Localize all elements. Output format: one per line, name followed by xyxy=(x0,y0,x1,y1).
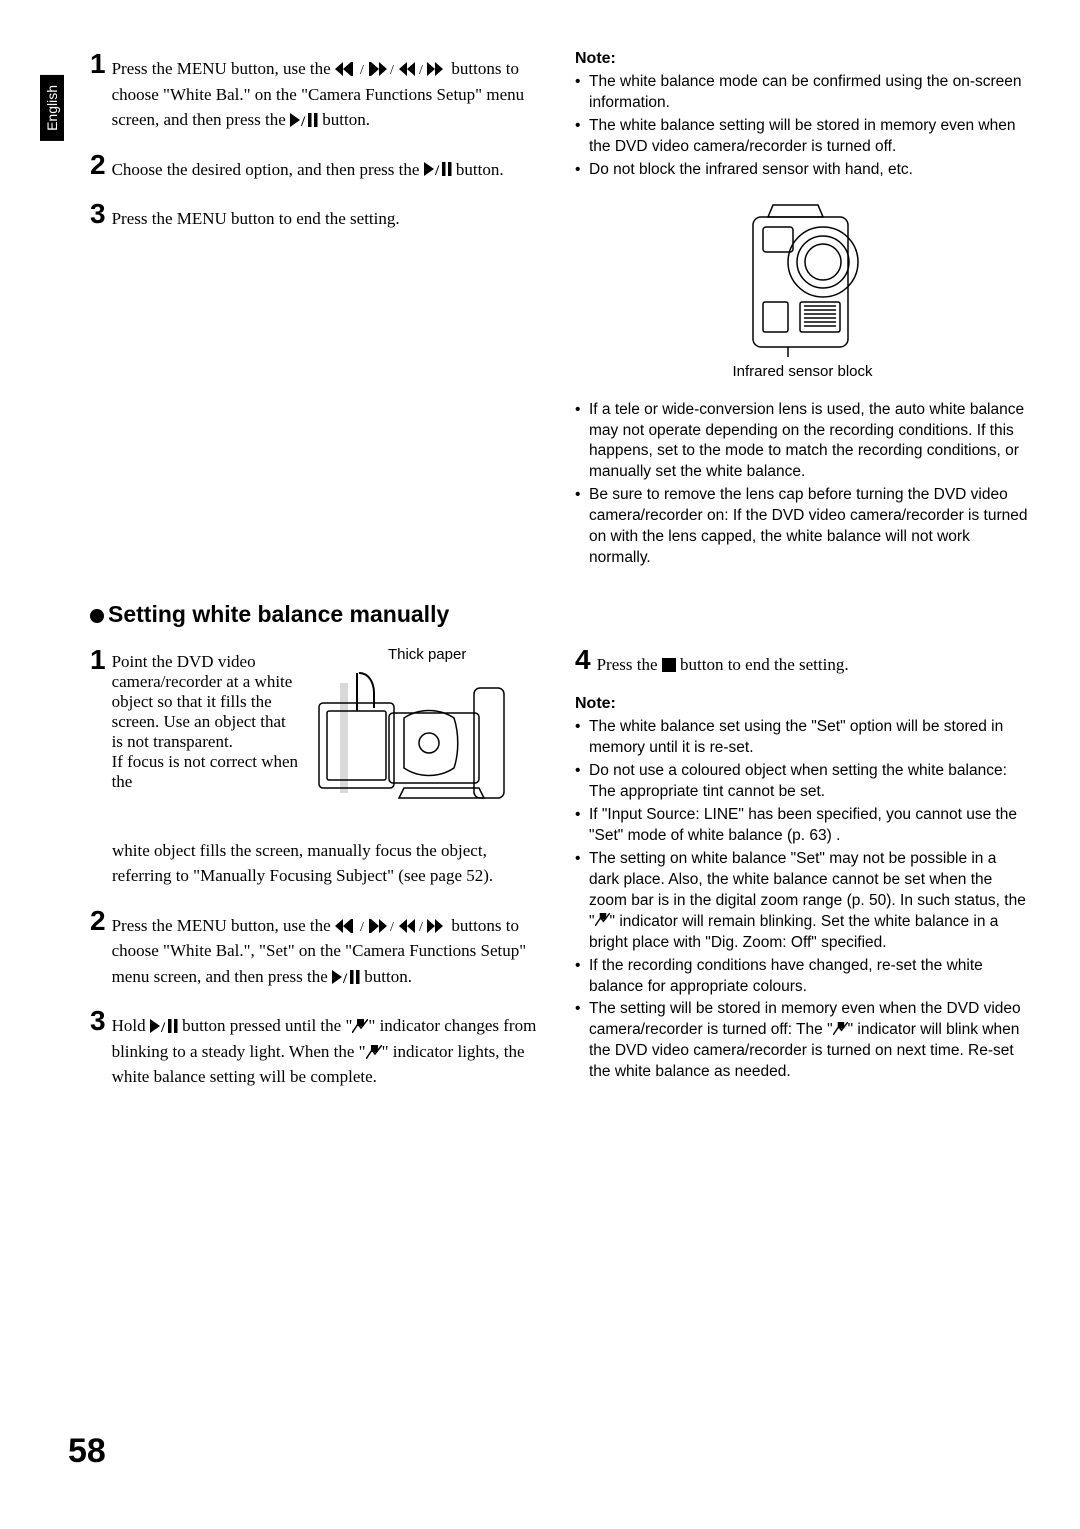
note-list: The white balance mode can be confirmed … xyxy=(575,72,1030,181)
step-text-continued: white object fills the screen, manually … xyxy=(112,832,545,889)
svg-text:/: / xyxy=(360,63,364,76)
wb-set-icon xyxy=(352,1019,368,1036)
rew-ff-icons: / xyxy=(399,62,447,79)
camera-illustration-lcd xyxy=(309,663,509,823)
illustration-caption: Infrared sensor block xyxy=(575,363,1030,380)
left-column: 1 Point the DVD video camera/recorder at… xyxy=(90,646,545,1108)
left-column: 1 Press the MENU button, use the // / bu… xyxy=(90,50,545,571)
right-column: Note: The white balance mode can be conf… xyxy=(575,50,1030,571)
thick-paper-label: Thick paper xyxy=(309,646,545,663)
step-text: Choose the desired option, and then pres… xyxy=(112,151,504,183)
note-item: The setting will be stored in memory eve… xyxy=(575,999,1030,1083)
step-text: Point the DVD video camera/recorder at a… xyxy=(112,646,300,828)
prev-next-icons: // xyxy=(335,62,395,79)
page-number: 58 xyxy=(68,1432,106,1471)
step-3: 3 Press the MENU button to end the setti… xyxy=(90,200,545,232)
step-1: 1 Press the MENU button, use the // / bu… xyxy=(90,50,545,133)
note-item: The white balance set using the "Set" op… xyxy=(575,717,1030,759)
step-text: Press the MENU button, use the // / butt… xyxy=(112,907,545,990)
step-1: 1 Point the DVD video camera/recorder at… xyxy=(90,646,545,828)
rew-ff-icons: / xyxy=(399,919,447,936)
svg-text:/: / xyxy=(419,920,423,933)
stop-icon xyxy=(662,658,676,675)
camera-illustration-front xyxy=(718,197,888,357)
bullet-icon xyxy=(90,609,104,623)
step-3: 3 Hold / button pressed until the "" ind… xyxy=(90,1007,545,1090)
play-pause-icon: / xyxy=(332,970,360,987)
section-manual-wb: 1 Point the DVD video camera/recorder at… xyxy=(90,646,1030,1108)
step-text: Press the MENU button to end the setting… xyxy=(112,200,400,232)
note-item: If "Input Source: LINE" has been specifi… xyxy=(575,805,1030,847)
note-list: If a tele or wide-conversion lens is use… xyxy=(575,400,1030,569)
note-item: The white balance mode can be confirmed … xyxy=(575,72,1030,114)
svg-text:/: / xyxy=(419,63,423,76)
prev-next-icons: // xyxy=(335,919,395,936)
svg-text:/: / xyxy=(300,114,306,127)
play-pause-icon: / xyxy=(290,113,318,130)
svg-text:/: / xyxy=(342,971,348,984)
step-number: 1 xyxy=(90,50,106,133)
step-number: 2 xyxy=(90,907,106,990)
note-item: The white balance setting will be stored… xyxy=(575,116,1030,158)
wb-set-icon xyxy=(366,1045,382,1062)
step-number: 3 xyxy=(90,1007,106,1090)
svg-text:/: / xyxy=(390,63,394,76)
svg-text:/: / xyxy=(390,920,394,933)
right-column: 4 Press the button to end the setting. N… xyxy=(575,646,1030,1108)
note-header: Note: xyxy=(575,50,1030,68)
play-pause-icon: / xyxy=(424,162,452,179)
step-2: 2 Choose the desired option, and then pr… xyxy=(90,151,545,183)
note-list: The white balance set using the "Set" op… xyxy=(575,717,1030,1083)
step-text: Hold / button pressed until the "" indic… xyxy=(112,1007,545,1090)
svg-text:/: / xyxy=(160,1020,166,1033)
step-number: 2 xyxy=(90,151,106,183)
svg-text:/: / xyxy=(434,163,440,176)
note-item: Do not use a coloured object when settin… xyxy=(575,761,1030,803)
step-2: 2 Press the MENU button, use the // / bu… xyxy=(90,907,545,990)
step-text: Press the MENU button, use the // / butt… xyxy=(112,50,545,133)
svg-text:/: / xyxy=(360,920,364,933)
section-heading: Setting white balance manually xyxy=(90,601,1030,628)
page-content: 1 Press the MENU button, use the // / bu… xyxy=(50,50,1030,1108)
note-item: Be sure to remove the lens cap before tu… xyxy=(575,485,1030,569)
step-4: 4 Press the button to end the setting. xyxy=(575,646,1030,678)
wb-set-icon xyxy=(595,913,610,930)
language-tab: English xyxy=(40,75,64,141)
section-wb-setting: 1 Press the MENU button, use the // / bu… xyxy=(90,50,1030,571)
note-item: Do not block the infrared sensor with ha… xyxy=(575,160,1030,181)
step-text: Press the button to end the setting. xyxy=(597,646,849,678)
step-number: 4 xyxy=(575,646,591,678)
step-number: 3 xyxy=(90,200,106,232)
note-header: Note: xyxy=(575,695,1030,713)
note-item: If the recording conditions have changed… xyxy=(575,956,1030,998)
play-pause-icon: / xyxy=(150,1019,178,1036)
note-item: The setting on white balance "Set" may n… xyxy=(575,849,1030,954)
wb-set-icon xyxy=(833,1022,848,1039)
note-item: If a tele or wide-conversion lens is use… xyxy=(575,400,1030,484)
step-number: 1 xyxy=(90,646,106,828)
